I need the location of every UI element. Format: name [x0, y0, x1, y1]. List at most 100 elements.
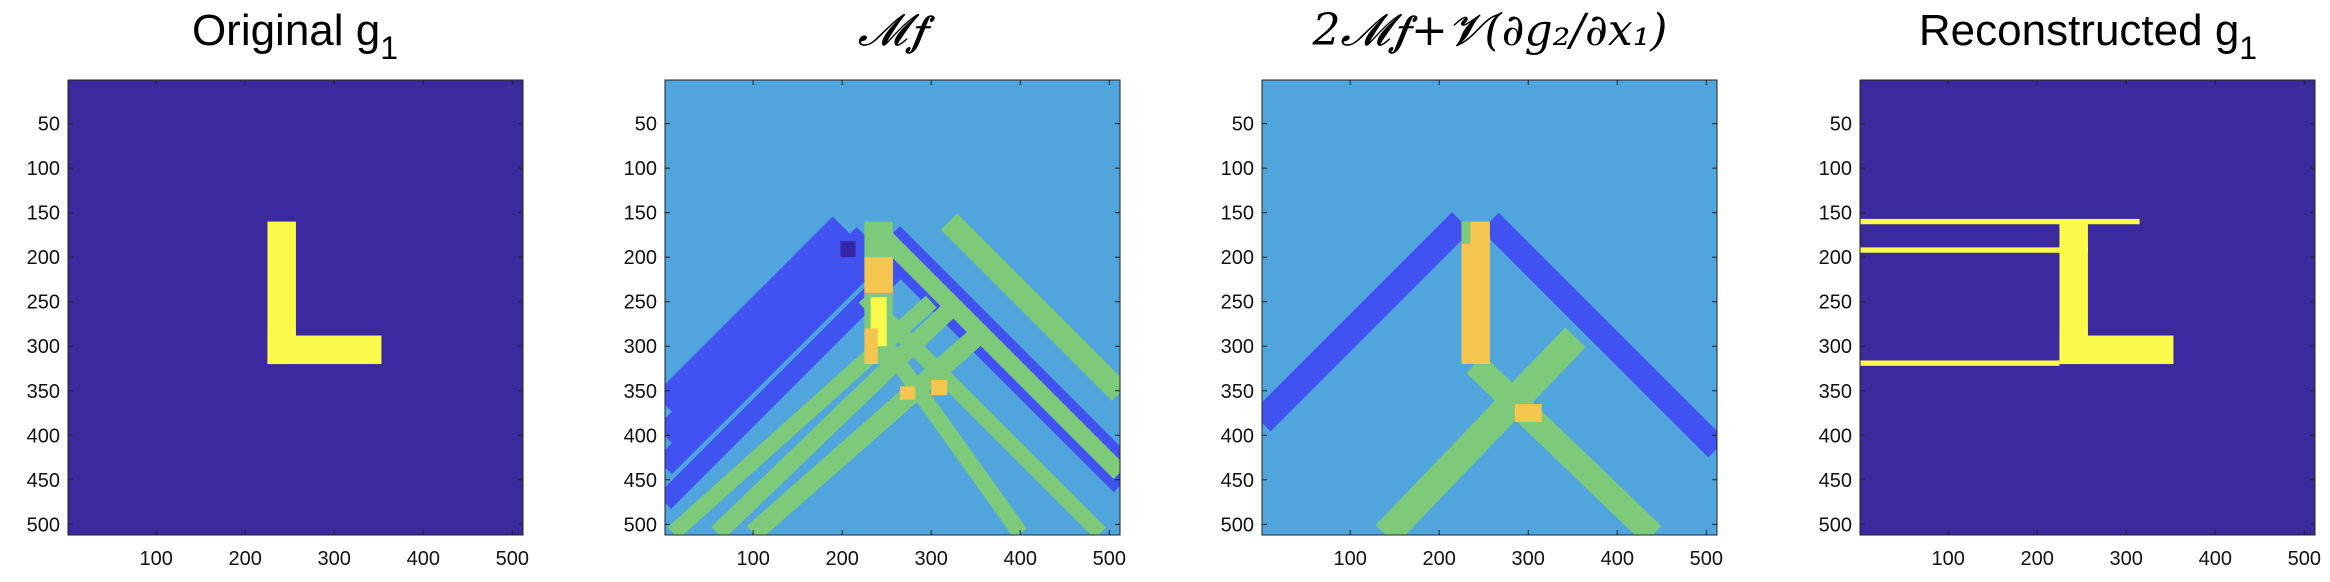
y-tick-label: 450 — [1221, 470, 1254, 492]
y-tick-label: 500 — [27, 514, 60, 536]
plot-area — [665, 80, 1120, 535]
panel-title: Original g1 — [192, 6, 398, 66]
axes-frame — [664, 79, 1121, 536]
heatmap-region — [2059, 335, 2174, 365]
heatmap-region — [1860, 247, 2088, 253]
y-tick-label: 150 — [1221, 203, 1254, 225]
heatmap-band — [1466, 355, 1662, 535]
x-tick-label: 300 — [2110, 548, 2143, 570]
panel-title: 2𝓜𝒇+𝓥(∂g₂/∂x₁) — [1312, 5, 1668, 56]
x-tick-label: 300 — [915, 548, 948, 570]
x-tick-label: 200 — [229, 548, 262, 570]
x-tick-label: 100 — [1333, 548, 1366, 570]
y-tick-label: 150 — [624, 203, 657, 225]
panel-title-main: 2𝓜𝒇+𝓥(∂g₂/∂x₁) — [1312, 5, 1668, 56]
panel-title-subscript: 1 — [2239, 30, 2257, 66]
panel-title: 𝓜𝒇 — [858, 5, 935, 56]
heatmap-region — [864, 257, 893, 293]
panel-3: 100 200 300 400 500 50 100 150 200 250 300 350 400 45… — [1221, 5, 1723, 570]
y-tick-label: 400 — [624, 425, 657, 447]
heatmap-region — [1860, 360, 2060, 366]
heatmap-band — [665, 263, 903, 509]
axes-frame — [67, 79, 524, 536]
x-tick-label: 100 — [139, 548, 172, 570]
heatmap-band — [746, 329, 983, 535]
heatmap-band — [940, 213, 1120, 401]
heatmap-region — [1461, 221, 1471, 244]
y-tick-label: 50 — [38, 114, 60, 136]
y-tick-label: 300 — [1819, 336, 1852, 358]
y-tick-label: 350 — [1819, 381, 1852, 403]
panel-title: Reconstructed g1 — [1919, 6, 2257, 66]
heatmap-region — [1514, 404, 1542, 422]
x-tick-label: 400 — [407, 548, 440, 570]
axes-frame — [1859, 79, 2316, 536]
y-tick-label: 50 — [635, 114, 657, 136]
x-tick-label: 100 — [1931, 548, 1964, 570]
y-tick-label: 450 — [624, 470, 657, 492]
panel-title-main: Original g — [192, 6, 380, 55]
plot-area — [1860, 80, 2315, 535]
x-tick-label: 100 — [736, 548, 769, 570]
heatmap-band — [862, 228, 1120, 493]
heatmap-region — [267, 335, 382, 365]
x-tick-label: 500 — [1093, 548, 1126, 570]
plot-area — [1262, 80, 1717, 535]
y-tick-label: 350 — [624, 381, 657, 403]
y-tick-label: 250 — [27, 292, 60, 314]
heatmap-region — [931, 380, 948, 396]
heatmap-band — [880, 341, 1027, 535]
y-tick-label: 150 — [1819, 203, 1852, 225]
heatmap-band — [665, 244, 886, 475]
y-tick-label: 200 — [1819, 247, 1852, 269]
x-tick-label: 200 — [826, 548, 859, 570]
heatmap-region — [900, 386, 916, 400]
heatmap-band — [665, 227, 873, 444]
heatmap-region — [864, 328, 878, 365]
panel-1: 100 200 300 400 500 50 100 150 200 250 300 350 400 45… — [27, 6, 529, 570]
x-tick-label: 200 — [1423, 548, 1456, 570]
y-tick-label: 50 — [1232, 114, 1254, 136]
panel-title-subscript: 1 — [380, 30, 398, 66]
panel-title-main: Reconstructed g — [1919, 6, 2239, 55]
y-tick-label: 300 — [27, 336, 60, 358]
y-tick-label: 200 — [1221, 247, 1254, 269]
x-tick-label: 300 — [318, 548, 351, 570]
y-tick-label: 300 — [624, 336, 657, 358]
y-tick-label: 350 — [27, 381, 60, 403]
y-tick-label: 500 — [1221, 514, 1254, 536]
y-tick-label: 200 — [624, 247, 657, 269]
y-tick-label: 100 — [27, 158, 60, 180]
y-tick-label: 200 — [27, 247, 60, 269]
y-tick-label: 450 — [27, 470, 60, 492]
x-tick-label: 300 — [1512, 548, 1545, 570]
heatmap-band — [1375, 327, 1586, 535]
y-tick-label: 300 — [1221, 336, 1254, 358]
x-tick-label: 500 — [2288, 548, 2321, 570]
y-tick-label: 150 — [27, 203, 60, 225]
y-tick-label: 100 — [1221, 158, 1254, 180]
panel-title-main: 𝓜𝒇 — [858, 5, 935, 56]
plot-area — [68, 80, 523, 535]
heatmap-band — [665, 216, 852, 414]
y-tick-label: 450 — [1819, 470, 1852, 492]
y-tick-label: 350 — [1221, 381, 1254, 403]
y-tick-label: 50 — [1830, 114, 1852, 136]
heatmap-band — [711, 295, 965, 535]
y-tick-label: 250 — [1221, 292, 1254, 314]
y-tick-label: 250 — [1819, 292, 1852, 314]
x-tick-label: 500 — [1690, 548, 1723, 570]
x-tick-label: 400 — [1601, 548, 1634, 570]
y-tick-label: 100 — [624, 158, 657, 180]
y-tick-label: 400 — [1819, 425, 1852, 447]
heatmap-band — [1262, 212, 1471, 432]
heatmap-band — [875, 228, 1120, 479]
y-tick-label: 250 — [624, 292, 657, 314]
y-tick-label: 500 — [1819, 514, 1852, 536]
x-tick-label: 400 — [1004, 548, 1037, 570]
y-tick-label: 500 — [624, 514, 657, 536]
x-tick-label: 400 — [2199, 548, 2232, 570]
heatmap-region — [1461, 221, 1490, 365]
y-tick-label: 100 — [1819, 158, 1852, 180]
